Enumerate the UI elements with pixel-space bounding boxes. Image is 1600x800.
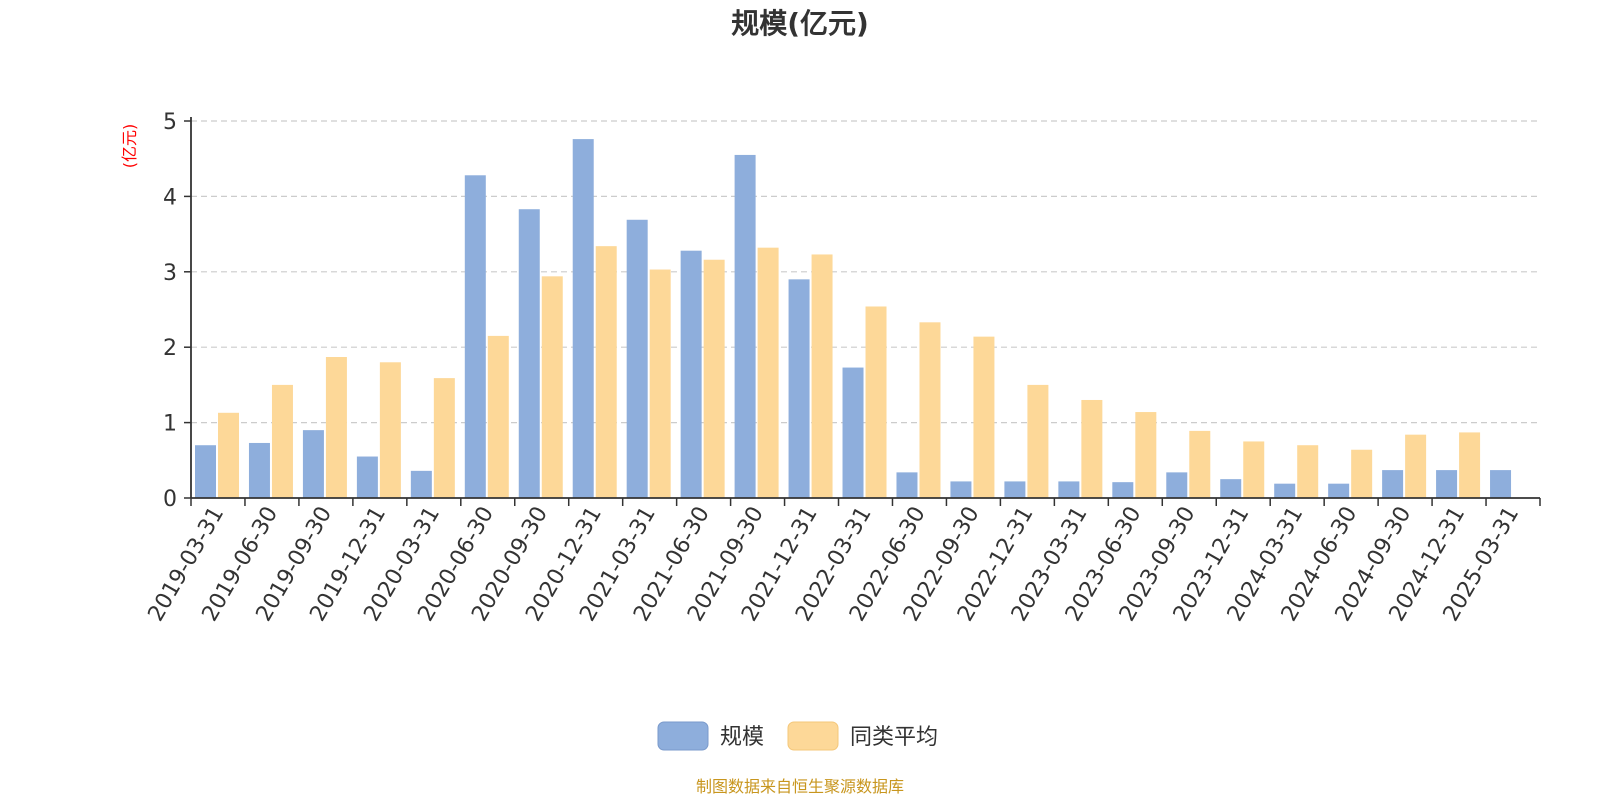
- axes: [190, 117, 1541, 506]
- legend-swatch: [787, 721, 839, 751]
- y-tick-label: 4: [163, 185, 177, 210]
- bar-category-average: [1081, 399, 1103, 498]
- legend-label: 规模: [720, 725, 764, 750]
- bar-scale: [248, 442, 270, 498]
- bars: [195, 139, 1512, 499]
- bar-scale: [1112, 482, 1134, 498]
- bar-scale: [680, 250, 702, 498]
- bar-scale: [1436, 470, 1458, 498]
- bar-scale: [734, 154, 756, 498]
- y-tick-labels: 0 1 2 3 4 5: [163, 110, 177, 512]
- bar-category-average: [811, 254, 833, 498]
- y-tick-label: 0: [163, 487, 177, 512]
- y-tick-label: 1: [163, 412, 177, 437]
- bar-scale: [356, 456, 378, 498]
- bar-scale: [1328, 483, 1350, 498]
- bar-scale: [1166, 472, 1188, 498]
- bar-scale: [518, 209, 540, 498]
- bar-category-average: [973, 336, 995, 498]
- legend-label: 同类平均: [850, 725, 938, 750]
- chart-title: 规模(亿元): [731, 7, 869, 40]
- bar-scale: [1220, 479, 1242, 498]
- bar-category-average: [595, 246, 617, 498]
- bar-category-average: [649, 269, 671, 498]
- bar-category-average: [541, 276, 563, 498]
- bar-category-average: [1351, 449, 1373, 498]
- bar-category-average: [487, 335, 509, 498]
- bar-category-average: [1405, 434, 1427, 498]
- bar-category-average: [433, 378, 455, 498]
- bar-category-average: [325, 357, 347, 498]
- grid-lines: [184, 120, 1540, 499]
- x-tick-labels: 2019-03-312019-06-302019-09-302019-12-31…: [144, 502, 1525, 625]
- bar-scale: [410, 470, 432, 498]
- bar-scale: [842, 367, 864, 498]
- source-note: 制图数据来自恒生聚源数据库: [696, 777, 904, 796]
- y-tick-label: 5: [163, 110, 177, 135]
- bar-scale: [572, 139, 594, 498]
- y-tick-label: 2: [163, 336, 177, 361]
- bar-scale: [1490, 470, 1512, 498]
- bar-category-average: [1459, 432, 1481, 498]
- bar-scale: [1382, 470, 1404, 498]
- legend-swatch: [657, 721, 709, 751]
- bar-category-average: [218, 412, 239, 498]
- y-axis-label: (亿元): [120, 124, 139, 169]
- bar-category-average: [1243, 441, 1265, 498]
- legend: 规模 同类平均: [657, 721, 938, 751]
- bar-scale: [1274, 483, 1296, 498]
- y-tick-label: 3: [163, 261, 177, 286]
- bar-category-average: [379, 362, 401, 498]
- bar-scale: [1004, 481, 1026, 498]
- bar-scale: [302, 430, 324, 498]
- bar-category-average: [757, 247, 779, 498]
- bar-scale: [896, 472, 918, 498]
- bar-category-average: [271, 384, 293, 498]
- bar-category-average: [1027, 384, 1049, 498]
- bar-category-average: [703, 259, 725, 498]
- bar-scale: [788, 279, 810, 498]
- bar-scale: [464, 175, 486, 498]
- bar-scale: [950, 481, 972, 498]
- bar-category-average: [1135, 412, 1157, 498]
- bar-category-average: [919, 322, 941, 498]
- bar-scale: [195, 445, 216, 498]
- bar-category-average: [1297, 445, 1319, 498]
- bar-scale: [1058, 481, 1080, 498]
- bar-scale: [626, 219, 648, 499]
- bar-category-average: [865, 306, 887, 498]
- bar-category-average: [1189, 430, 1211, 498]
